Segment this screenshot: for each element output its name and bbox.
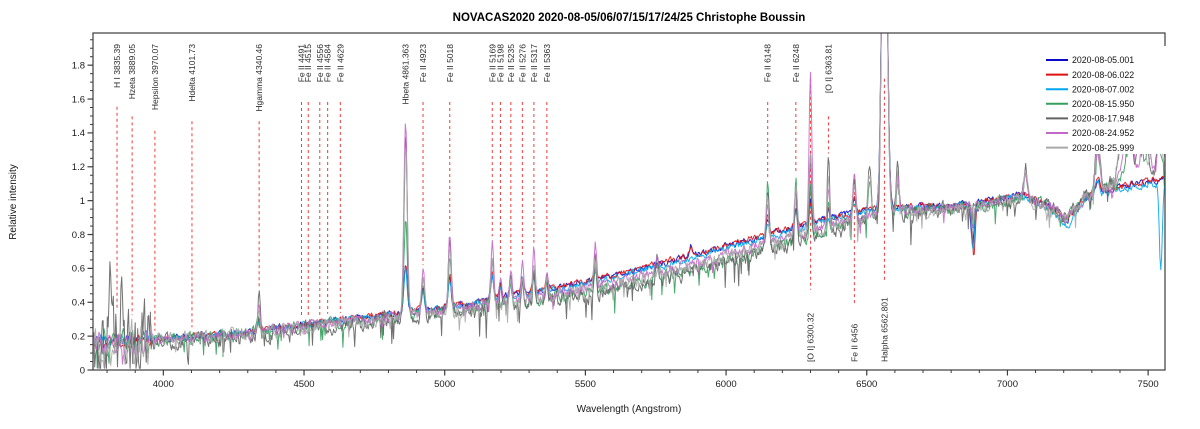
legend: 2020-08-05.001 2020-08-06.022 2020-08-07.0… (1040, 46, 1183, 154)
legend-label: 2020-08-06.022 (1072, 70, 1134, 80)
legend-label: 2020-08-07.002 (1072, 84, 1134, 94)
axis-ticks: 4000 4500 5000 5500 6000 6500 7000 7500 0 0.2 0.4 0… (72, 39, 1159, 390)
spectral-line-annotation: Hgamma 4340.46 (254, 44, 264, 287)
spectral-line-annotation: Fe II 6456 (849, 174, 859, 362)
spectral-line-label: Hgamma 4340.46 (254, 44, 264, 112)
spectral-line-label: Fe II 5018 (445, 44, 455, 83)
x-tick-label: 5500 (575, 379, 596, 390)
legend-entry: 2020-08-24.952 (1046, 128, 1134, 138)
spectral-line-annotation: Fe II 5363 (542, 44, 552, 269)
spectral-line-annotation: Fe II 6248 (791, 44, 801, 175)
legend-label: 2020-08-05.001 (1072, 55, 1134, 65)
spectral-line-label: Fe II 5169 (487, 44, 497, 83)
legend-entry: 2020-08-25.999 (1046, 143, 1134, 153)
spectral-line-annotation: H I 3835.39 (112, 44, 122, 311)
spectral-line-label: Fe II 4515 (303, 44, 313, 83)
spectral-line-annotation: Fe II 5198 (495, 44, 505, 274)
spectral-line-label: Hbeta 4861.363 (401, 44, 411, 105)
spectral-line-annotation: Fe II 5169 (487, 44, 497, 237)
spectral-line-label: Hepsilon 3970.07 (150, 44, 160, 110)
spectral-line-annotation: Fe II 5276 (517, 44, 527, 257)
y-tick-label: 1.6 (72, 94, 85, 105)
spectral-line-annotation: Halpha 6562.801 (879, 78, 889, 362)
y-tick-label: 0.2 (72, 331, 85, 342)
x-tick-label: 4500 (293, 379, 314, 390)
series-2020-08-07.002 (93, 33, 1165, 349)
spectral-line-annotation: Fe II 6148 (763, 44, 773, 178)
spectral-line-annotation: Fe II 4515 (303, 44, 313, 316)
spectral-line-annotation: [O I] 6363.81 (823, 44, 833, 154)
legend-entry: 2020-08-05.001 (1046, 55, 1134, 65)
x-tick-label: 5000 (434, 379, 455, 390)
spectral-line-annotation: [O I] 6300.32 (806, 78, 816, 362)
y-axis-label: Relative intensity (8, 164, 19, 240)
legend-entry: 2020-08-17.948 (1046, 114, 1134, 124)
spectral-line-label: Fe II 4491 (297, 44, 307, 83)
legend-label: 2020-08-24.952 (1072, 128, 1134, 138)
spectral-line-annotation: Hdelta 4101.73 (187, 44, 197, 328)
y-tick-label: 0.4 (72, 298, 85, 309)
spectral-line-annotation: Fe II 5317 (529, 44, 539, 243)
spectral-line-label: Fe II 5235 (506, 44, 516, 83)
legend-entry: 2020-08-07.002 (1046, 84, 1134, 94)
spectral-line-label: Fe II 4629 (335, 44, 345, 83)
spectral-line-label: Halpha 6562.801 (879, 297, 889, 362)
x-axis-label: Wavelength (Angstrom) (577, 404, 682, 415)
spectral-line-annotation: Hepsilon 3970.07 (150, 44, 160, 331)
legend-label: 2020-08-15.950 (1072, 99, 1134, 109)
spectral-line-label: Fe II 5363 (542, 44, 552, 83)
spectral-line-label: Fe II 5317 (529, 44, 539, 83)
spectral-line-annotation: Fe II 5235 (506, 44, 516, 267)
spectral-line-label: Fe II 6248 (791, 44, 801, 83)
spectral-line-label: Fe II 5276 (517, 44, 527, 83)
legend-entry: 2020-08-06.022 (1046, 70, 1134, 80)
spectral-line-label: Fe II 4556 (315, 44, 325, 83)
spectral-line-label: [O I] 6300.32 (806, 313, 816, 362)
y-tick-label: 1.8 (72, 60, 85, 71)
x-tick-label: 4000 (153, 379, 174, 390)
plot-border (92, 32, 1166, 371)
x-tick-label: 6500 (856, 379, 877, 390)
spectra-series (93, 33, 1165, 369)
spectral-line-annotation: Fe II 4629 (335, 44, 345, 313)
y-tick-label: 0.8 (72, 230, 85, 241)
series-2020-08-25.999 (93, 33, 1165, 369)
spectral-line-annotations: H I 3835.39 Hzeta 3889.05 Hepsilon 3970.07… (112, 44, 889, 362)
spectral-line-label: H I 3835.39 (112, 44, 122, 88)
spectral-line-label: Fe II 6148 (763, 44, 773, 83)
y-tick-label: 0.6 (72, 264, 85, 275)
spectral-line-annotation: Fe II 4491 (297, 44, 307, 318)
spectral-line-annotation: Fe II 4923 (418, 44, 428, 265)
spectral-line-label: [O I] 6363.81 (823, 44, 833, 93)
spectral-line-annotation: Fe II 4584 (323, 44, 333, 314)
legend-label: 2020-08-25.999 (1072, 143, 1134, 153)
y-tick-label: 0 (80, 365, 85, 376)
y-tick-label: 1.2 (72, 162, 85, 173)
spectral-line-label: Hzeta 3889.05 (127, 44, 137, 100)
y-tick-label: 1.4 (72, 128, 85, 139)
legend-label: 2020-08-17.948 (1072, 114, 1134, 124)
spectral-line-label: Hdelta 4101.73 (187, 44, 197, 102)
legend-box (1040, 46, 1183, 154)
spectral-line-annotation: Fe II 4556 (315, 44, 325, 316)
spectral-line-label: Fe II 5198 (495, 44, 505, 83)
x-tick-label: 7000 (997, 379, 1018, 390)
x-tick-label: 6000 (716, 379, 737, 390)
legend-entry: 2020-08-15.950 (1046, 99, 1134, 109)
x-tick-label: 7500 (1138, 379, 1159, 390)
spectral-line-label: Fe II 4584 (323, 44, 333, 83)
chart-title: NOVACAS2020 2020-08-05/06/07/15/17/24/25… (453, 12, 806, 24)
spectral-line-annotation: Fe II 5018 (445, 44, 455, 234)
y-tick-label: 1 (80, 196, 85, 207)
spectral-line-label: Fe II 6456 (849, 323, 859, 362)
spectral-line-annotation: Hbeta 4861.363 (401, 44, 411, 105)
spectral-line-label: Fe II 4923 (418, 44, 428, 83)
spectral-line-annotation: Hzeta 3889.05 (127, 44, 137, 316)
